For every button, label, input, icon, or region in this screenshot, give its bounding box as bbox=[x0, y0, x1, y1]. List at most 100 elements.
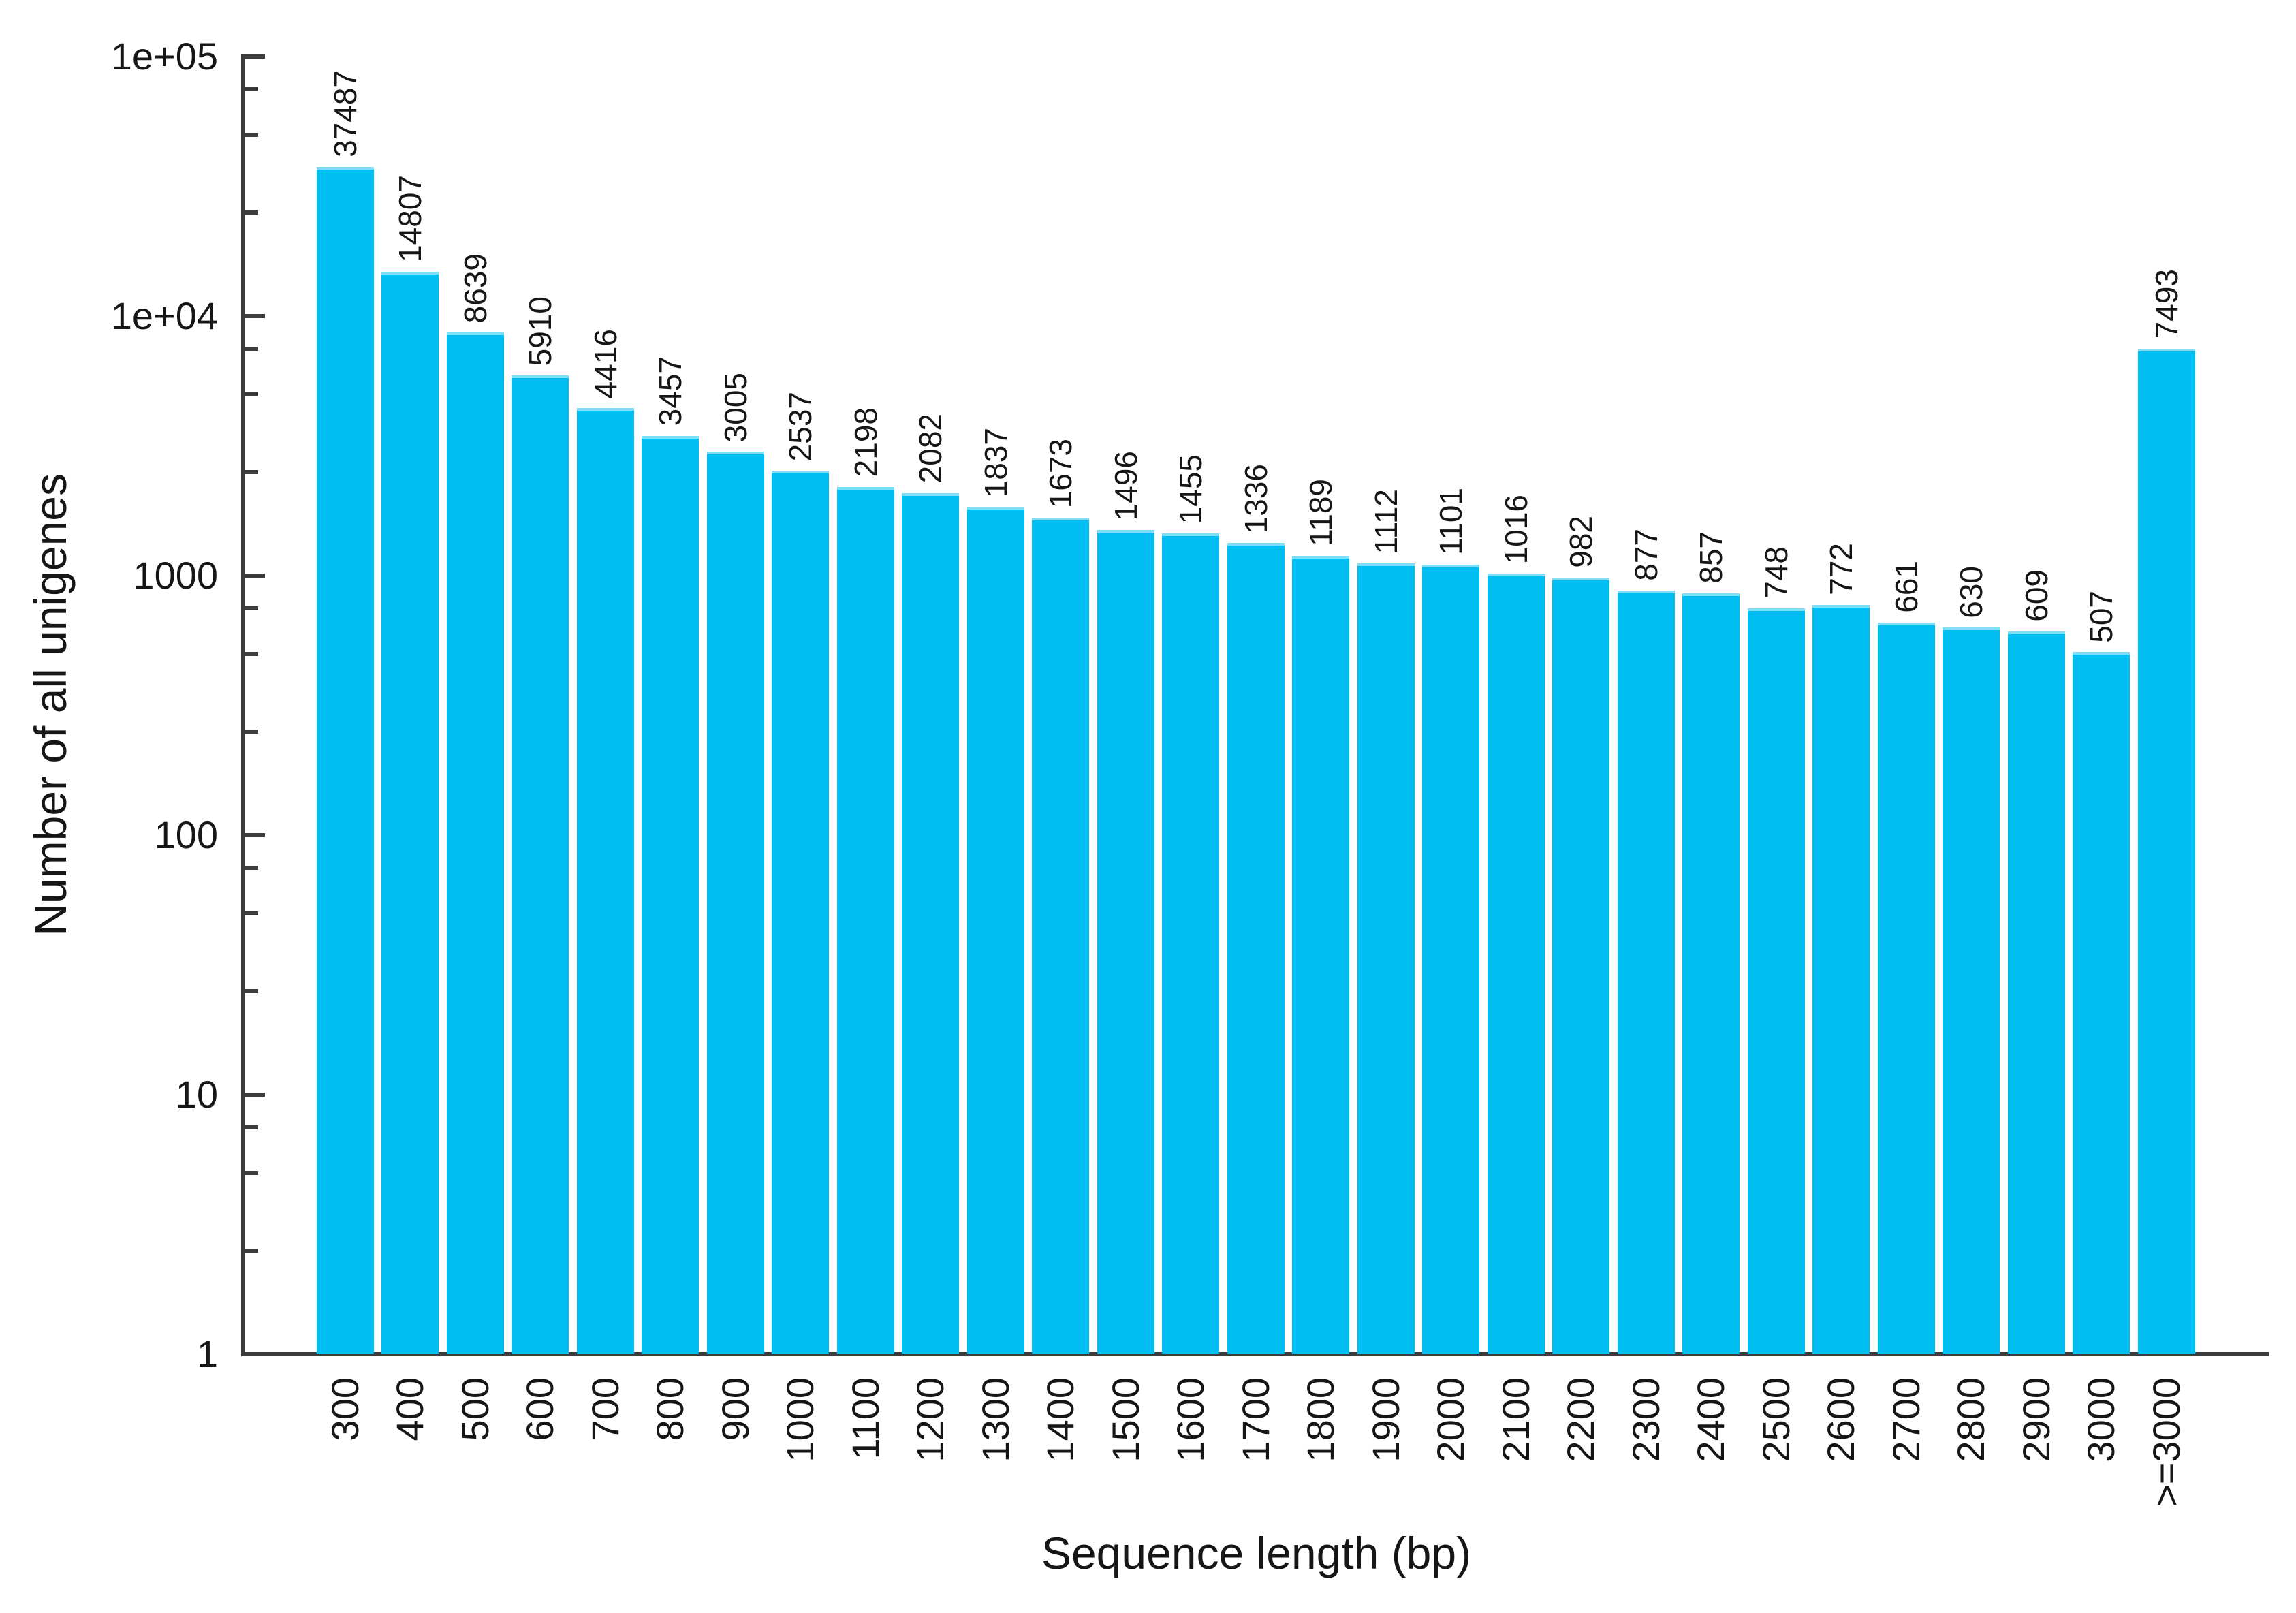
x-tick-label: 1600 bbox=[1169, 1377, 1212, 1462]
bar-value-label: 609 bbox=[2018, 569, 2054, 623]
bar bbox=[1617, 590, 1675, 1354]
y-tick-major bbox=[243, 1093, 265, 1097]
bar bbox=[772, 470, 829, 1354]
y-tick-minor bbox=[243, 606, 258, 610]
y-tick-minor bbox=[243, 132, 258, 137]
x-tick-label: 1400 bbox=[1039, 1377, 1082, 1462]
x-tick-label: 1100 bbox=[843, 1377, 887, 1460]
x-tick-label: 1000 bbox=[779, 1377, 821, 1462]
bar-value-label: 4416 bbox=[587, 328, 623, 399]
bar-value-label: 14807 bbox=[392, 175, 428, 263]
x-axis-line bbox=[241, 1352, 2269, 1356]
bar-value-label: 3457 bbox=[652, 356, 688, 426]
y-tick-minor bbox=[243, 865, 258, 870]
bar-value-label: 1112 bbox=[1368, 488, 1404, 554]
y-tick-minor bbox=[243, 470, 258, 475]
bar bbox=[381, 272, 439, 1354]
bar-value-label: 8639 bbox=[457, 253, 493, 324]
y-tick-major bbox=[243, 314, 265, 318]
bar-value-label: 748 bbox=[1758, 546, 1794, 599]
bar bbox=[316, 167, 374, 1354]
y-tick-minor bbox=[243, 1249, 258, 1253]
bar bbox=[576, 408, 634, 1354]
bar-value-label: 507 bbox=[2083, 590, 2119, 643]
bar bbox=[1682, 593, 1740, 1354]
bar-value-label: 1496 bbox=[1107, 451, 1144, 521]
y-axis-line bbox=[241, 54, 245, 1356]
bar-value-label: 630 bbox=[1953, 565, 1989, 618]
bar bbox=[1032, 517, 1089, 1354]
bar bbox=[1812, 604, 1870, 1354]
x-tick-label: 2400 bbox=[1689, 1377, 1732, 1462]
x-tick-label: 1700 bbox=[1233, 1377, 1277, 1462]
y-tick-major bbox=[243, 574, 265, 578]
bar bbox=[836, 486, 894, 1354]
x-tick-label: 500 bbox=[453, 1377, 497, 1441]
bar-value-label: 1016 bbox=[1498, 495, 1534, 565]
y-tick-label: 1e+05 bbox=[110, 35, 218, 78]
x-tick-label: 900 bbox=[713, 1377, 757, 1441]
x-tick-label: 1300 bbox=[973, 1377, 1017, 1462]
bar bbox=[1487, 574, 1545, 1354]
bar-value-label: 5910 bbox=[522, 296, 558, 366]
bar-value-label: 3005 bbox=[717, 372, 753, 442]
bar-value-label: 1189 bbox=[1303, 479, 1338, 547]
bar-value-label: 857 bbox=[1693, 531, 1729, 584]
bar-value-label: 1101 bbox=[1433, 488, 1468, 556]
y-tick-minor bbox=[243, 989, 258, 994]
x-axis-title: Sequence length (bp) bbox=[1041, 1528, 1472, 1578]
bar-value-label: 1673 bbox=[1043, 438, 1078, 508]
x-tick-label: 2800 bbox=[1949, 1377, 1992, 1462]
y-tick-label: 100 bbox=[154, 813, 218, 856]
x-tick-label: >=3000 bbox=[2144, 1377, 2188, 1507]
y-tick-major bbox=[243, 833, 265, 837]
y-tick-minor bbox=[243, 1170, 258, 1175]
bar bbox=[966, 507, 1024, 1354]
x-tick-label: 2000 bbox=[1429, 1377, 1472, 1462]
y-tick-major bbox=[243, 54, 265, 59]
y-tick-minor bbox=[243, 392, 258, 396]
x-tick-label: 2200 bbox=[1559, 1377, 1602, 1462]
bar bbox=[1357, 563, 1415, 1354]
bar bbox=[2073, 652, 2130, 1354]
bar bbox=[1877, 622, 1935, 1354]
bar bbox=[1097, 530, 1154, 1354]
y-tick-minor bbox=[243, 210, 258, 215]
x-tick-label: 2900 bbox=[2014, 1377, 2058, 1462]
bar bbox=[1422, 565, 1479, 1354]
y-tick-minor bbox=[243, 346, 258, 351]
bar bbox=[1292, 556, 1349, 1354]
bar-value-label: 2198 bbox=[847, 407, 883, 477]
y-tick-label: 1e+04 bbox=[110, 294, 218, 337]
bar bbox=[2137, 348, 2195, 1354]
bar bbox=[1162, 533, 1219, 1354]
bar bbox=[1227, 543, 1285, 1354]
y-tick-label: 1 bbox=[196, 1332, 218, 1375]
bar-value-label: 877 bbox=[1628, 528, 1664, 581]
bar bbox=[1943, 627, 2000, 1354]
bar-value-label: 982 bbox=[1563, 516, 1599, 569]
bar-value-label: 7493 bbox=[2148, 269, 2184, 339]
x-tick-label: 700 bbox=[583, 1377, 627, 1441]
x-tick-label: 1900 bbox=[1364, 1377, 1407, 1462]
x-tick-label: 1500 bbox=[1103, 1377, 1147, 1462]
x-tick-label: 600 bbox=[518, 1377, 561, 1441]
bar bbox=[902, 492, 959, 1354]
x-tick-label: 2500 bbox=[1754, 1377, 1797, 1462]
bar-value-label: 1837 bbox=[977, 428, 1013, 498]
x-tick-label: 3000 bbox=[2079, 1377, 2122, 1462]
y-tick-label: 10 bbox=[175, 1073, 218, 1116]
y-tick-minor bbox=[243, 87, 258, 91]
y-tick-label: 1000 bbox=[133, 554, 218, 597]
y-tick-minor bbox=[243, 911, 258, 915]
bar-value-label: 37487 bbox=[327, 70, 363, 158]
x-tick-label: 2300 bbox=[1624, 1377, 1667, 1462]
bar-value-label: 2082 bbox=[913, 413, 948, 484]
bar bbox=[706, 451, 764, 1354]
x-tick-label: 800 bbox=[648, 1377, 691, 1441]
x-tick-label: 400 bbox=[388, 1377, 431, 1441]
bar bbox=[642, 435, 699, 1354]
bar bbox=[1552, 578, 1609, 1354]
